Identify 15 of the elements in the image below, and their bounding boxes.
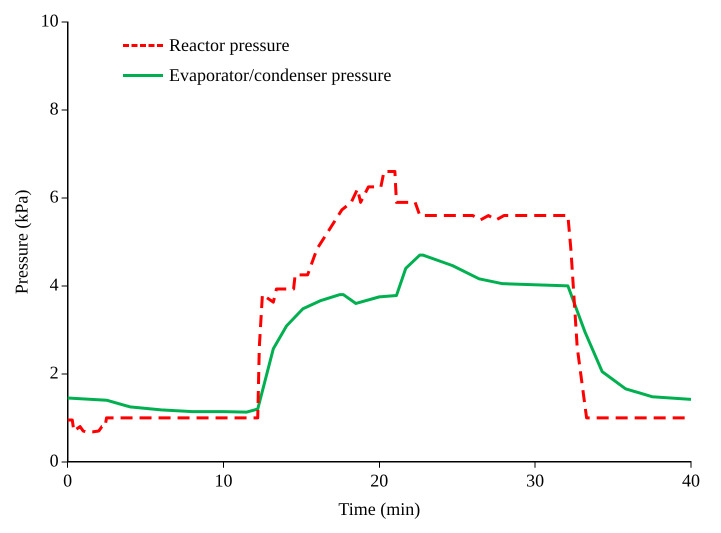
x-tick-label: 0 xyxy=(63,470,72,490)
y-tick-label: 10 xyxy=(40,10,59,31)
y-tick-label: 6 xyxy=(50,186,59,207)
y-tick-label: 4 xyxy=(50,274,59,295)
y-tick-label: 2 xyxy=(50,362,59,383)
x-tick-label: 10 xyxy=(214,470,232,490)
x-tick-label: 30 xyxy=(526,470,544,490)
x-tick-label: 20 xyxy=(370,470,388,490)
x-tick-label: 40 xyxy=(682,470,700,490)
legend-label: Evaporator/condenser pressure xyxy=(169,64,392,87)
x-axis-title: Time (min) xyxy=(338,498,420,519)
legend-label: Reactor pressure xyxy=(169,34,290,57)
y-tick-label: 0 xyxy=(50,450,59,471)
y-tick-label: 8 xyxy=(50,98,59,119)
y-axis-title: Pressure (kPa) xyxy=(12,190,32,294)
